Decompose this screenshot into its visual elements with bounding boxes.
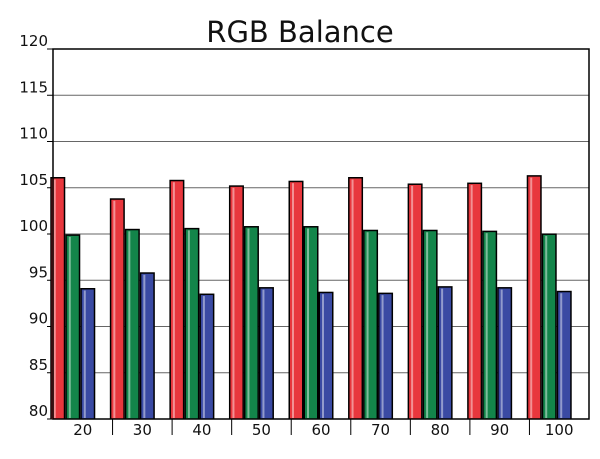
bar bbox=[290, 182, 302, 419]
bar bbox=[230, 186, 243, 419]
bar bbox=[558, 292, 571, 419]
bar bbox=[245, 227, 258, 419]
bar-highlight bbox=[307, 228, 309, 418]
bar bbox=[141, 273, 154, 419]
bar bbox=[439, 287, 452, 419]
bar-highlight bbox=[560, 293, 563, 418]
y-tick-label: 90 bbox=[29, 310, 48, 328]
bar-highlight bbox=[113, 200, 116, 418]
bar bbox=[81, 289, 94, 419]
bar bbox=[528, 176, 541, 419]
bar-highlight bbox=[187, 230, 190, 418]
bar bbox=[468, 184, 481, 419]
bar-highlight bbox=[485, 233, 488, 418]
x-tick-label: 60 bbox=[311, 421, 330, 439]
bar-highlight bbox=[262, 289, 265, 418]
bar-highlight bbox=[381, 295, 384, 418]
x-tick-label: 80 bbox=[431, 421, 450, 439]
y-tick-label: 100 bbox=[19, 217, 48, 235]
bar-highlight bbox=[128, 231, 131, 418]
y-tick-label: 120 bbox=[19, 32, 48, 50]
bar bbox=[320, 293, 332, 419]
bar-highlight bbox=[500, 289, 503, 418]
bar-highlight bbox=[366, 232, 369, 418]
plot-frame bbox=[52, 48, 590, 420]
bar bbox=[349, 178, 362, 419]
bar bbox=[409, 184, 422, 419]
bar bbox=[543, 234, 556, 419]
y-tick-label: 105 bbox=[19, 171, 48, 189]
bar-highlight bbox=[83, 290, 86, 418]
x-axis-ticks: 20 30 40 50 60 70 80 90 100 bbox=[73, 419, 574, 439]
x-tick-label: 90 bbox=[490, 421, 509, 439]
bar bbox=[379, 294, 392, 419]
bar bbox=[66, 235, 79, 419]
bar bbox=[51, 178, 64, 419]
x-tick-label: 40 bbox=[192, 421, 211, 439]
bar-highlight bbox=[411, 185, 414, 418]
bar-highlight bbox=[530, 177, 533, 418]
bar bbox=[185, 229, 198, 419]
bar-highlight bbox=[470, 185, 473, 418]
x-tick-label: 100 bbox=[545, 421, 574, 439]
y-tick-label: 85 bbox=[29, 356, 48, 374]
bar-highlight bbox=[441, 288, 444, 418]
bar-highlight bbox=[322, 294, 324, 418]
x-tick-label: 20 bbox=[73, 421, 92, 439]
bar bbox=[200, 295, 213, 419]
bar-highlight bbox=[351, 179, 354, 418]
bar-highlight bbox=[68, 236, 71, 418]
bar bbox=[483, 232, 496, 419]
y-axis-ticks: 80 85 90 95 100 105 110 115 120 bbox=[19, 32, 53, 420]
bar bbox=[305, 227, 317, 419]
bar bbox=[111, 199, 124, 419]
bar-highlight bbox=[172, 182, 175, 418]
bar-highlight bbox=[202, 296, 205, 418]
y-tick-label: 95 bbox=[29, 263, 48, 281]
bar-highlight bbox=[232, 187, 235, 418]
bar bbox=[424, 231, 437, 419]
bar bbox=[126, 230, 139, 419]
bar-highlight bbox=[143, 274, 146, 418]
chart-title: RGB Balance bbox=[206, 15, 393, 49]
x-tick-label: 30 bbox=[133, 421, 152, 439]
bar-highlight bbox=[247, 228, 250, 418]
x-tick-label: 70 bbox=[371, 421, 390, 439]
bar bbox=[498, 288, 511, 419]
x-tick-label: 50 bbox=[252, 421, 271, 439]
y-tick-label: 115 bbox=[19, 78, 48, 96]
y-tick-label: 80 bbox=[29, 402, 48, 420]
bar-highlight bbox=[292, 183, 294, 418]
y-tick-label: 110 bbox=[19, 125, 48, 143]
bar bbox=[260, 288, 273, 419]
bar-highlight bbox=[426, 232, 429, 418]
bar bbox=[170, 181, 183, 419]
bar bbox=[364, 231, 377, 419]
bar-highlight bbox=[545, 235, 548, 418]
bars bbox=[50, 175, 572, 419]
bar-highlight bbox=[53, 179, 56, 418]
